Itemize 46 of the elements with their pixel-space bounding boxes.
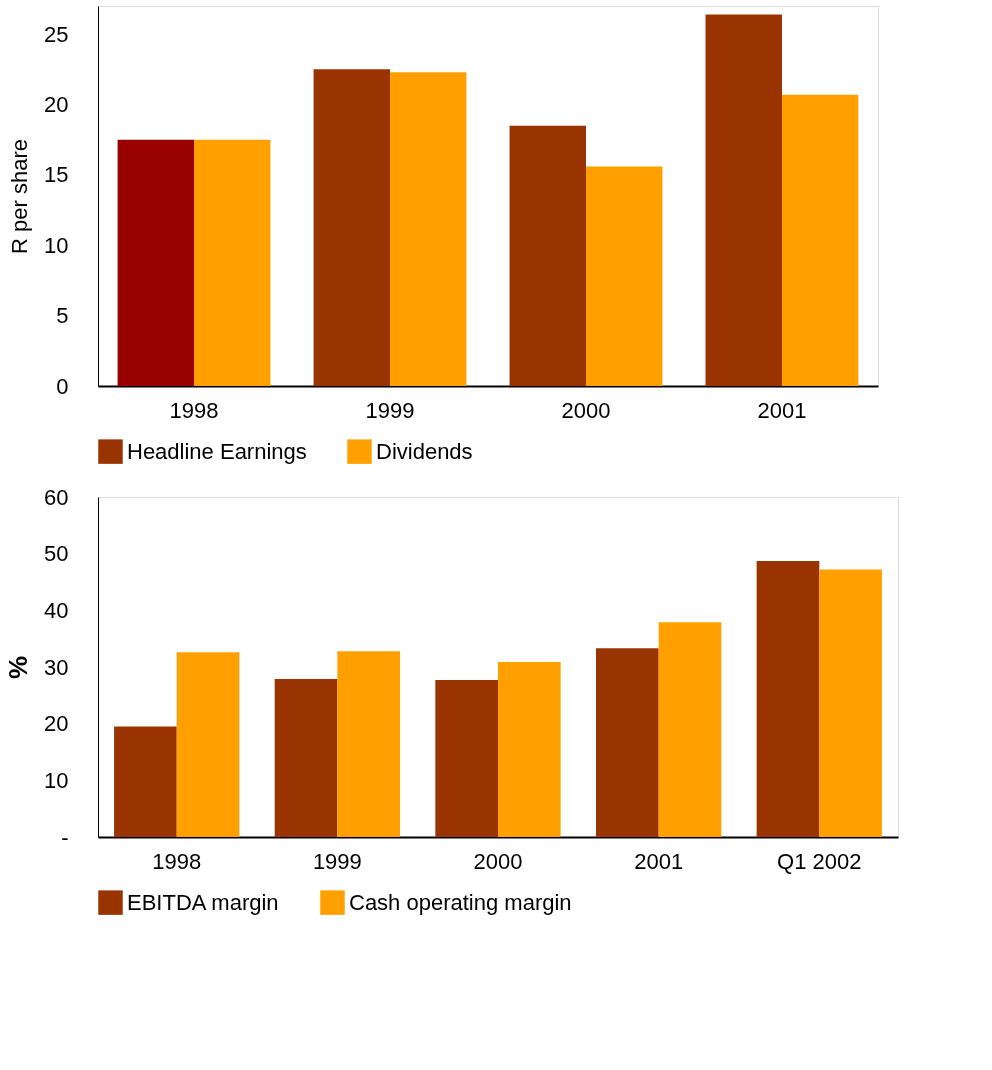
bar — [658, 622, 722, 837]
bar — [498, 661, 561, 837]
bar — [509, 125, 586, 386]
legend-label: Cash operating margin — [349, 889, 572, 915]
y-tick-label: 10 — [44, 232, 69, 258]
bar — [781, 94, 859, 386]
x-tick-label: 2000 — [561, 397, 611, 423]
y-axis-title: % — [3, 655, 34, 680]
bar — [595, 648, 659, 837]
x-tick-label: 2001 — [757, 397, 807, 423]
legend-label: EBITDA margin — [127, 889, 279, 915]
y-tick-label: 40 — [44, 597, 69, 623]
y-tick-label: 0 — [56, 373, 69, 399]
y-tick-label: 25 — [44, 21, 69, 47]
y-tick-label: 60 — [44, 484, 69, 510]
bar — [117, 139, 195, 386]
bar — [390, 72, 467, 386]
bar — [756, 561, 820, 837]
bar — [114, 726, 177, 837]
y-tick-label: - — [61, 824, 69, 850]
bar — [176, 652, 240, 837]
y-tick-label: 20 — [44, 92, 69, 118]
bar — [435, 680, 498, 837]
y-axis-title: R per share — [7, 139, 33, 254]
bar — [705, 14, 782, 386]
legend-label: Dividends — [376, 438, 473, 464]
y-tick-label: 5 — [56, 303, 69, 329]
x-tick-label: 1999 — [312, 848, 362, 874]
x-tick-label: 2000 — [473, 848, 523, 874]
bar — [585, 166, 663, 386]
y-tick-label: 10 — [44, 767, 69, 793]
bar — [194, 139, 271, 386]
x-tick-label: 1998 — [169, 397, 219, 423]
bar — [274, 678, 338, 837]
x-tick-label: 2001 — [634, 848, 684, 874]
y-tick-label: 50 — [44, 541, 69, 567]
y-tick-label: 15 — [44, 162, 69, 188]
bar — [337, 651, 401, 837]
bar — [313, 69, 391, 386]
x-tick-label: 1999 — [365, 397, 415, 423]
bar — [819, 569, 882, 837]
y-tick-label: 30 — [44, 654, 69, 680]
x-tick-label: 1998 — [152, 848, 202, 874]
x-tick-label: Q1 2002 — [777, 848, 862, 874]
y-tick-label: 20 — [44, 711, 69, 737]
legend-label: Headline Earnings — [127, 438, 307, 464]
